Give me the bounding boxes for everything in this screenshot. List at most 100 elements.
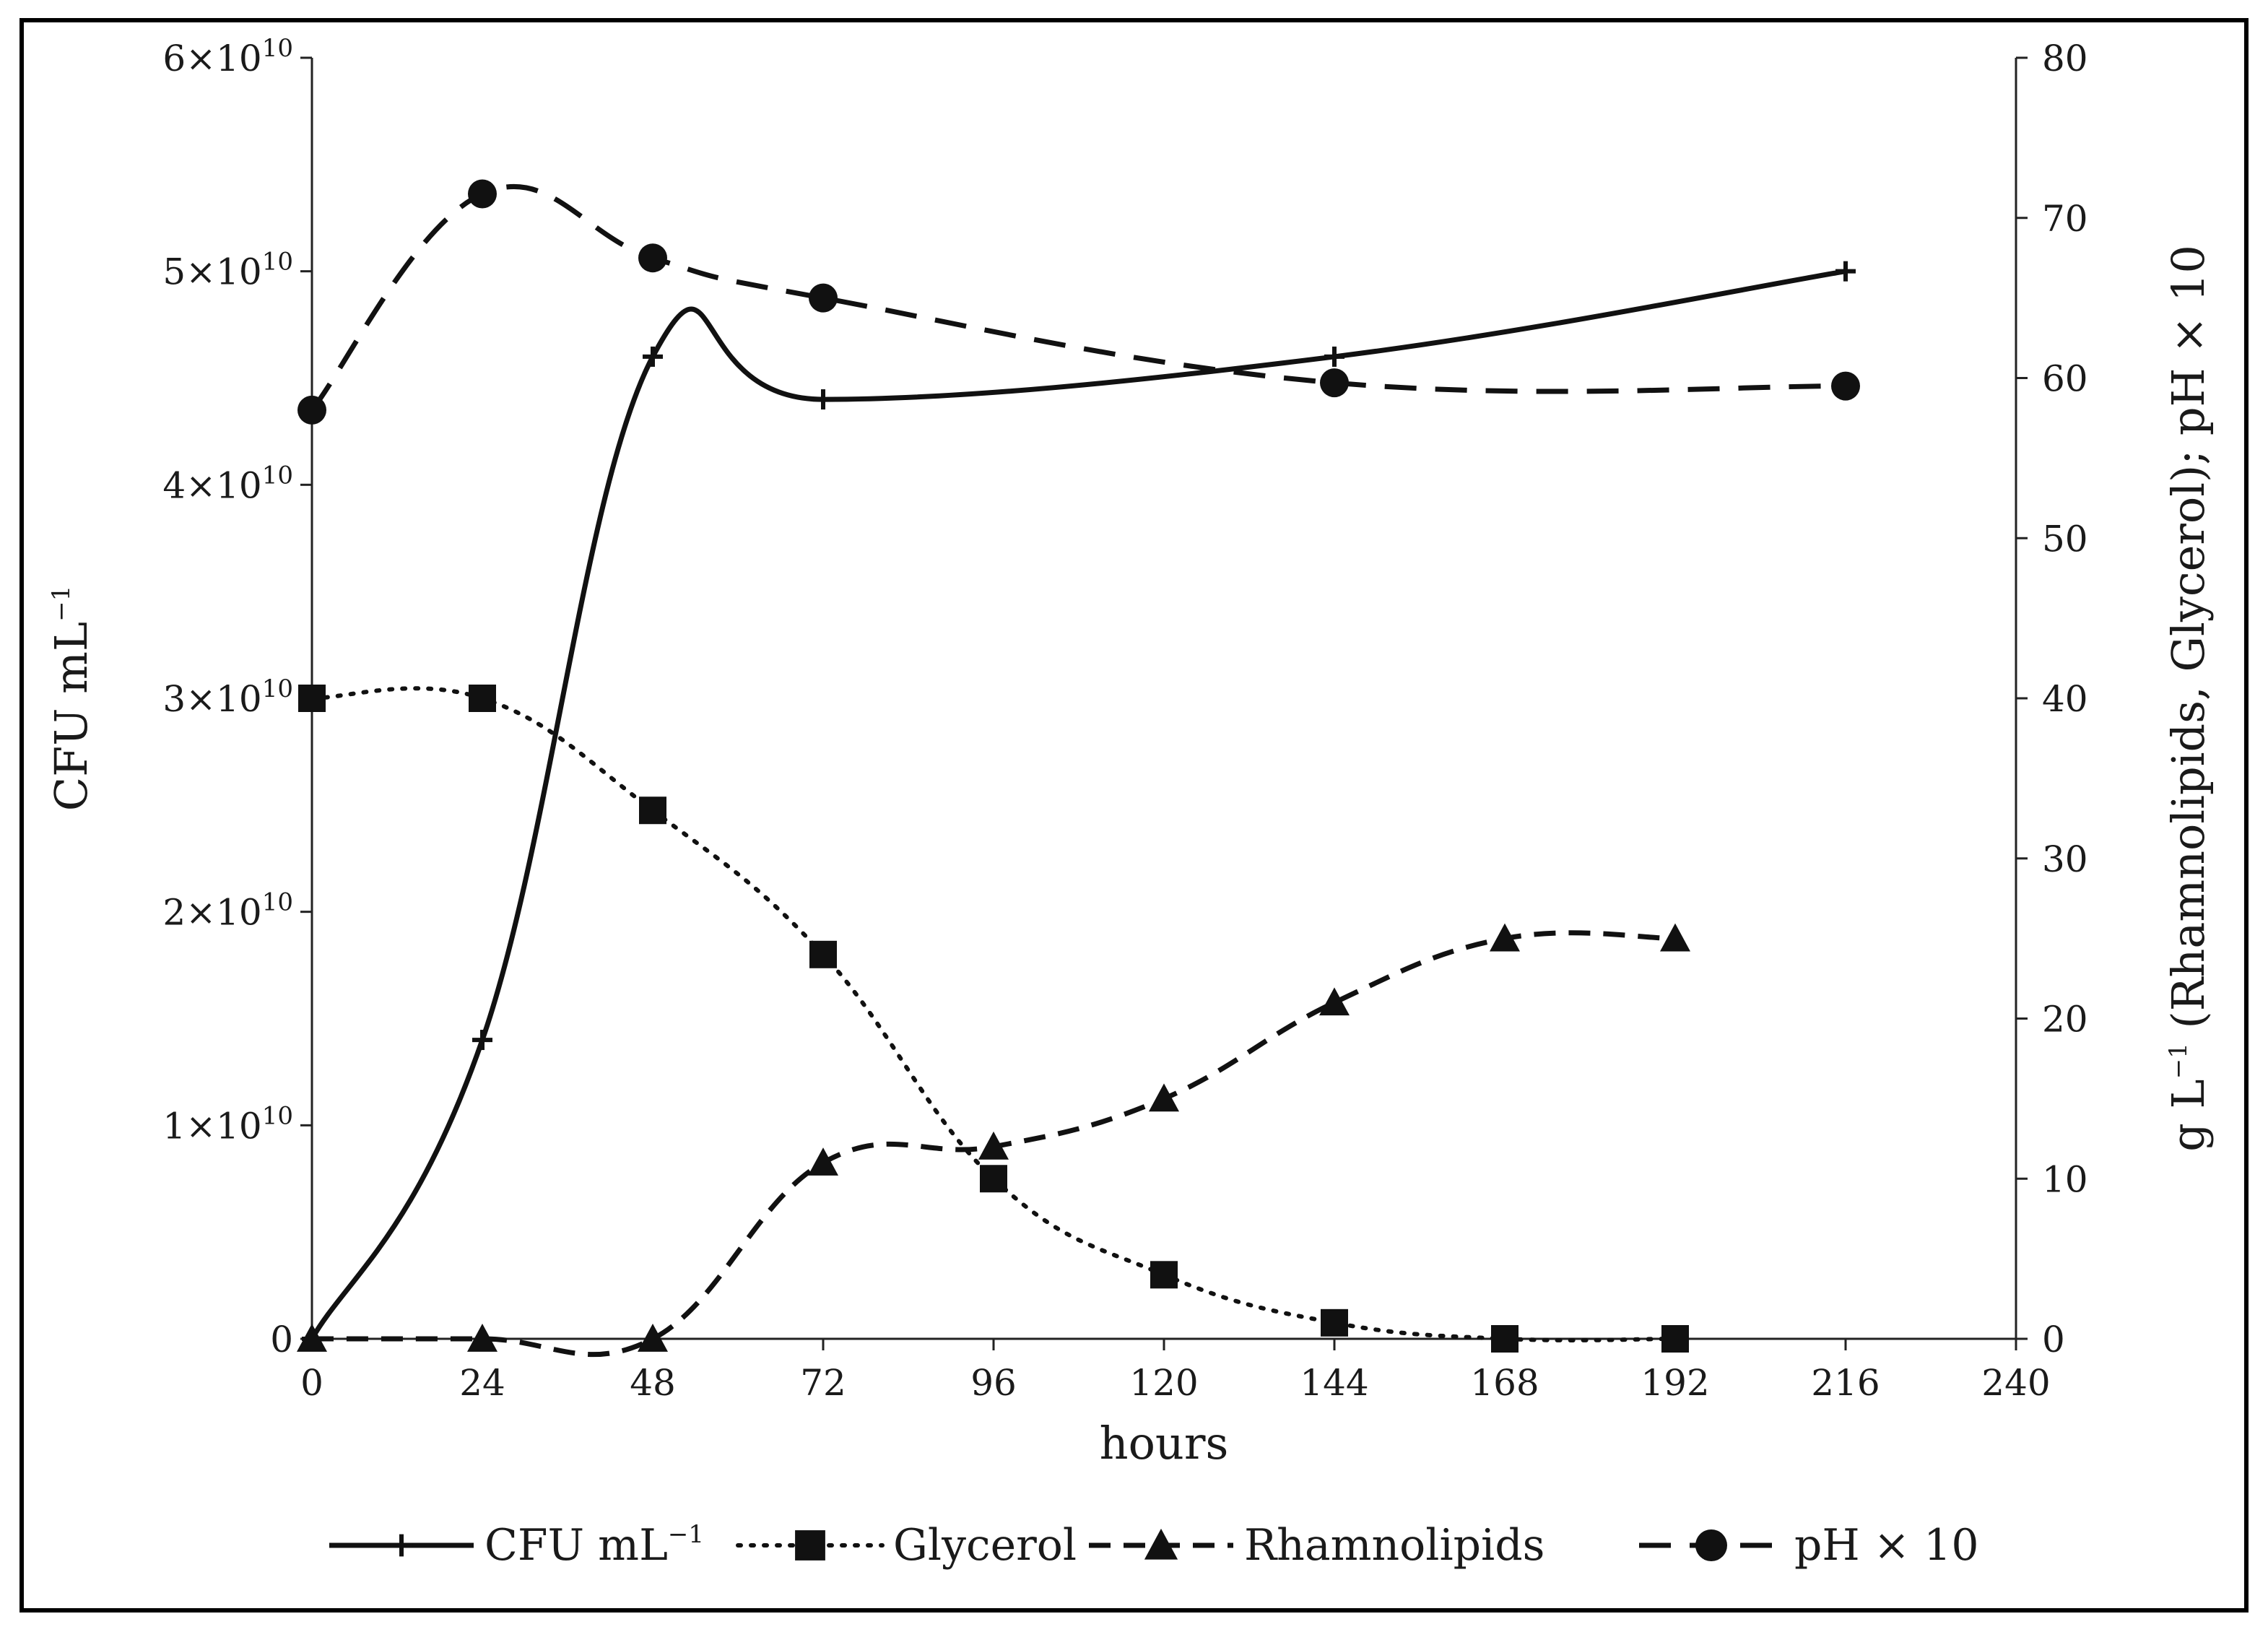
y-left-tick-mantissa: 3×10 xyxy=(162,678,261,720)
x-tick-label: 48 xyxy=(630,1362,676,1404)
series-line-2 xyxy=(312,930,1676,1358)
data-point-circle xyxy=(809,283,838,313)
y-left-tick-label: 4×1010 xyxy=(162,461,293,506)
legend-label-main: Rhamnolipids xyxy=(1244,1520,1544,1571)
legend-item-square: Glycerol xyxy=(736,1520,1077,1571)
y-right-tick-label: 80 xyxy=(2042,38,2088,79)
data-point-triangle xyxy=(638,1324,668,1352)
y-left-tick-label: 0 xyxy=(270,1319,293,1360)
data-point-triangle xyxy=(1149,1083,1179,1112)
legend-label: CFU mL−1 xyxy=(485,1520,704,1571)
legend-item-circle: pH × 10 xyxy=(1639,1520,1979,1571)
legend: CFU mL−1 Glycerol Rhamnolipids pH × 10 xyxy=(329,1520,1979,1571)
y-left-title-main: CFU mL xyxy=(45,622,97,811)
y-left-title-sup: −1 xyxy=(47,586,76,622)
x-tick-label: 96 xyxy=(970,1362,1017,1404)
data-point-circle xyxy=(468,179,497,209)
y-right-title-sup: −1 xyxy=(2164,1043,2193,1079)
legend-item-plus: CFU mL−1 xyxy=(329,1520,704,1571)
legend-label: Rhamnolipids xyxy=(1244,1520,1544,1571)
data-point-plus xyxy=(643,346,663,367)
data-point-plus xyxy=(1835,261,1856,282)
legend-label: Glycerol xyxy=(893,1520,1077,1571)
y-left-tick-label: 2×1010 xyxy=(162,888,293,934)
y-left-tick-mantissa: 4×10 xyxy=(162,464,261,506)
y-right-tick-label: 40 xyxy=(2042,678,2088,720)
x-tick-label: 216 xyxy=(1811,1362,1880,1404)
legend-label-main: Glycerol xyxy=(893,1520,1077,1571)
data-point-circle xyxy=(297,395,326,425)
y-right-tick-label: 20 xyxy=(2042,999,2088,1041)
y-right-tick-label: 0 xyxy=(2042,1319,2065,1360)
x-tick-label: 24 xyxy=(459,1362,505,1404)
data-point-triangle xyxy=(1660,923,1690,952)
axes-layer: 0 24 48 72 96 120 144 168 192 216 24001×10102×1010… xyxy=(45,34,2215,1470)
y-left-tick-label: 3×1010 xyxy=(162,674,293,720)
x-tick-label: 72 xyxy=(800,1362,846,1404)
x-tick-label: 240 xyxy=(1981,1362,2050,1404)
data-point-square xyxy=(639,797,666,825)
legend-marker xyxy=(390,1534,413,1557)
y-left-tick-exponent: 10 xyxy=(262,888,293,917)
y-left-tick-exponent: 10 xyxy=(262,248,293,277)
y-left-tick-exponent: 10 xyxy=(262,1101,293,1130)
legend-label-main: CFU mL xyxy=(485,1520,668,1571)
legend-marker xyxy=(1144,1528,1178,1560)
outer-frame xyxy=(19,18,2249,1613)
y-right-tick-label: 10 xyxy=(2042,1158,2088,1200)
y-right-title-unit: g L xyxy=(2162,1079,2215,1152)
data-point-triangle xyxy=(467,1324,498,1352)
data-point-plus xyxy=(472,1030,492,1051)
data-point-square xyxy=(1491,1325,1518,1353)
data-point-square xyxy=(1150,1261,1178,1289)
series-line-3 xyxy=(310,183,1846,412)
y-left-tick-exponent: 10 xyxy=(262,34,293,63)
data-point-circle xyxy=(1831,371,1860,401)
y-left-tick-label: 5×1010 xyxy=(162,248,293,293)
data-point-circle xyxy=(638,243,667,273)
data-point-triangle xyxy=(808,1147,838,1176)
data-point-triangle xyxy=(978,1131,1009,1160)
legend-label-main: pH × 10 xyxy=(1794,1520,1979,1571)
y-left-tick-mantissa: 2×10 xyxy=(162,892,261,934)
data-point-triangle xyxy=(1490,923,1520,952)
x-axis-title: hours xyxy=(1100,1417,1229,1470)
y-axis-right-title: g L−1 (Rhamnolipids, Glycerol); pH × 10 xyxy=(2162,245,2215,1152)
y-right-tick-label: 30 xyxy=(2042,838,2088,880)
x-tick-label: 0 xyxy=(300,1362,323,1404)
data-point-plus xyxy=(302,1329,322,1349)
legend-item-triangle: Rhamnolipids xyxy=(1089,1520,1544,1571)
data-point-square xyxy=(298,685,326,712)
data-point-square xyxy=(469,685,496,712)
data-point-circle xyxy=(1320,368,1349,398)
x-tick-label: 144 xyxy=(1300,1362,1368,1404)
x-tick-label: 192 xyxy=(1641,1362,1709,1404)
y-left-tick-exponent: 10 xyxy=(262,461,293,490)
data-point-plus xyxy=(813,389,833,410)
y-right-tick-label: 50 xyxy=(2042,518,2088,560)
y-left-tick-label: 1×1010 xyxy=(162,1101,293,1147)
y-right-tick-label: 60 xyxy=(2042,358,2088,400)
data-point-triangle xyxy=(1319,987,1350,1016)
y-left-tick-exponent: 10 xyxy=(262,674,293,703)
y-axis-left-title: CFU mL−1 xyxy=(45,586,97,812)
y-left-tick-mantissa: 0 xyxy=(270,1319,293,1360)
x-tick-label: 168 xyxy=(1470,1362,1539,1404)
y-left-tick-mantissa: 6×10 xyxy=(162,38,261,79)
legend-label-sup: −1 xyxy=(668,1520,704,1549)
data-point-square xyxy=(1661,1325,1689,1353)
data-point-square xyxy=(1321,1308,1348,1337)
series-line-1 xyxy=(310,686,1677,1342)
y-left-tick-mantissa: 1×10 xyxy=(162,1105,261,1147)
y-right-tick-label: 70 xyxy=(2042,198,2088,240)
series-layer xyxy=(297,179,1860,1358)
x-tick-label: 120 xyxy=(1129,1362,1198,1404)
y-left-tick-label: 6×1010 xyxy=(162,34,293,79)
data-point-square xyxy=(980,1165,1007,1193)
legend-label: pH × 10 xyxy=(1794,1520,1979,1571)
data-point-square xyxy=(809,940,837,968)
legend-marker xyxy=(1695,1529,1727,1561)
series-line-0 xyxy=(309,269,1846,1340)
